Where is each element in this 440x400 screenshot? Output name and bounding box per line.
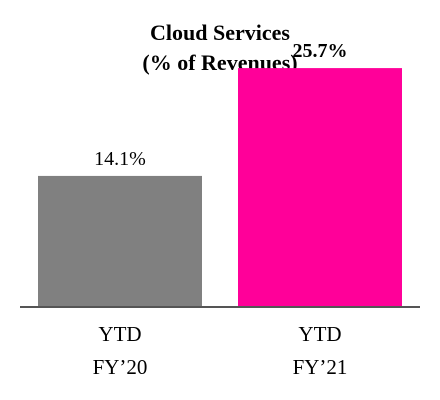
bar-2 bbox=[238, 68, 402, 308]
x-tick-label-2-line-1: YTD bbox=[298, 322, 341, 346]
x-tick-label-1-line-1: YTD bbox=[98, 322, 141, 346]
x-tick-label-1-line-2: FY’20 bbox=[93, 355, 148, 379]
data-label-1: 14.1% bbox=[94, 148, 146, 170]
chart-title: Cloud Services (% of Revenues) bbox=[0, 18, 440, 78]
chart-title-line-1: Cloud Services bbox=[150, 20, 290, 45]
bar-1 bbox=[38, 175, 202, 307]
x-tick-label-2-line-2: FY’21 bbox=[293, 355, 348, 379]
data-label-2: 25.7% bbox=[293, 40, 348, 62]
